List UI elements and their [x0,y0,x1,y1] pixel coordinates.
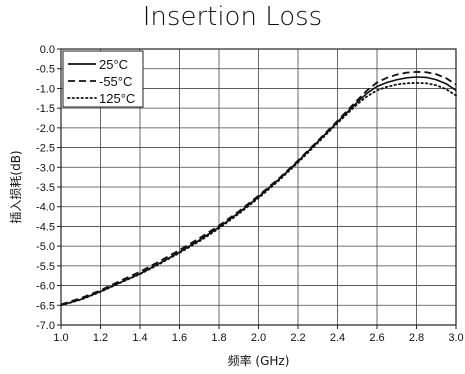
y-tick-label: -2.0 [36,123,55,135]
y-tick-label: -3.0 [36,162,55,174]
y-tick-label: -0.5 [36,64,55,76]
chart-title: Insertion Loss [142,2,323,32]
y-tick-label: -3.5 [36,182,55,194]
x-tick-label: 2.0 [251,332,266,344]
y-tick-label: -7.0 [36,320,55,332]
y-tick-label: -1.5 [36,103,55,115]
x-tick-label: 1.6 [172,332,187,344]
y-tick-label: -6.0 [36,281,55,293]
series-line [60,82,457,307]
x-tick-label: 1.4 [132,332,147,344]
y-tick-label: -5.5 [36,261,55,273]
x-tick-label: 3.0 [448,332,463,344]
x-tick-label: 1.0 [53,332,68,344]
series-line [60,70,457,306]
y-tick-label: -2.5 [36,143,55,155]
x-tick-label: 1.2 [93,332,108,344]
y-tick-label: -1.0 [36,83,55,95]
y-tick-label: -4.0 [36,202,55,214]
x-tick-label: 2.4 [330,332,345,344]
x-tick-label: 2.6 [369,332,384,344]
x-tick-label: 1.8 [211,332,226,344]
plot-frame [60,48,457,326]
x-tick-label: 2.2 [290,332,305,344]
y-tick-label: -4.5 [36,221,55,233]
x-axis-title: 频率 (GHz) [228,353,290,368]
legend-label: 125°C [99,91,135,106]
legend-label: 25°C [99,57,128,72]
x-tick-label: 2.8 [409,332,424,344]
y-axis-title: 插入损耗(dB) [9,150,23,223]
y-tick-label: -5.0 [36,241,55,253]
legend-label: -55°C [99,74,132,89]
y-tick-label: 0.0 [40,44,55,56]
y-tick-label: -6.5 [36,300,55,312]
